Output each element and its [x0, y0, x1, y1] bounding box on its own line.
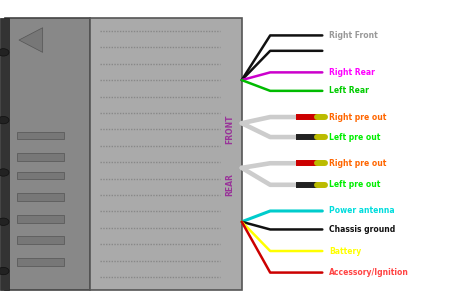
FancyBboxPatch shape — [0, 18, 9, 290]
FancyBboxPatch shape — [17, 258, 64, 265]
Circle shape — [0, 218, 9, 225]
Text: Left pre out: Left pre out — [329, 132, 381, 142]
FancyBboxPatch shape — [17, 215, 64, 223]
Text: Right pre out: Right pre out — [329, 112, 387, 122]
Text: Right pre out: Right pre out — [329, 159, 387, 168]
Polygon shape — [19, 28, 43, 52]
Text: REAR: REAR — [226, 173, 234, 196]
FancyBboxPatch shape — [17, 172, 64, 179]
Text: Power antenna: Power antenna — [329, 206, 395, 216]
FancyBboxPatch shape — [17, 153, 64, 161]
FancyBboxPatch shape — [90, 18, 242, 290]
FancyBboxPatch shape — [17, 237, 64, 244]
Circle shape — [0, 267, 9, 275]
Text: Left pre out: Left pre out — [329, 180, 381, 189]
Text: FRONT: FRONT — [226, 115, 234, 144]
Text: Chassis ground: Chassis ground — [329, 225, 396, 234]
Circle shape — [0, 49, 9, 56]
FancyBboxPatch shape — [5, 18, 90, 290]
Text: Right Rear: Right Rear — [329, 68, 375, 77]
Circle shape — [0, 116, 9, 124]
FancyBboxPatch shape — [17, 193, 64, 201]
Text: Right Front: Right Front — [329, 31, 378, 40]
Text: Left Rear: Left Rear — [329, 86, 369, 95]
Text: Battery: Battery — [329, 246, 362, 256]
Text: Accessory/Ignition: Accessory/Ignition — [329, 268, 410, 277]
FancyBboxPatch shape — [17, 132, 64, 139]
Circle shape — [0, 169, 9, 176]
